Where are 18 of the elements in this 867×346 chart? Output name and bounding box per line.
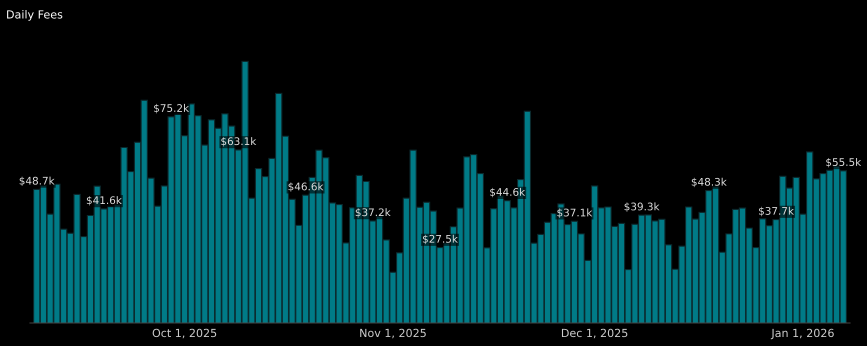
- data-label: $48.3k: [692, 178, 727, 188]
- data-label: $39.3k: [624, 202, 660, 212]
- data-label: $37.7k: [759, 206, 794, 216]
- x-tick-label: Nov 1, 2025: [360, 328, 426, 338]
- data-label: $41.6k: [86, 196, 122, 206]
- x-tick-label: Jan 1, 2026: [770, 328, 834, 340]
- data-label: $27.5k: [422, 234, 458, 244]
- data-label: $46.6k: [288, 182, 324, 192]
- data-label: $44.6k: [490, 188, 526, 198]
- data-label: $55.5k: [826, 158, 862, 168]
- x-tick-label: Oct 1, 2025: [152, 328, 216, 338]
- data-label: $37.1k: [557, 208, 592, 218]
- x-tick-label: Dec 1, 2025: [562, 328, 628, 338]
- data-label: $75.2k: [154, 104, 190, 114]
- data-label: $48.7k: [20, 176, 55, 186]
- data-label: $37.2k: [356, 208, 391, 218]
- chart-title: Daily Fees: [7, 10, 62, 21]
- data-label: $63.1k: [221, 137, 256, 147]
